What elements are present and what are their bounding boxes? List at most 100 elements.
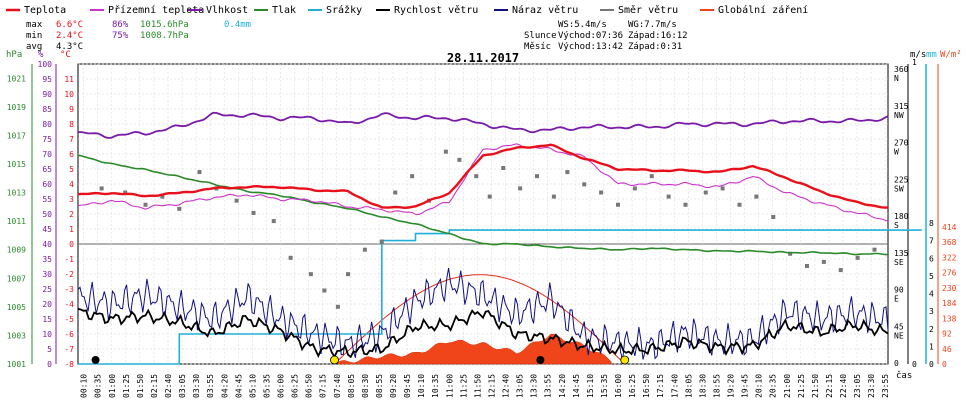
wind-direction-point — [683, 202, 688, 207]
radiation-tick: 138 — [942, 314, 957, 323]
wind-direction-point — [821, 259, 826, 264]
temp-tick: 5 — [69, 165, 74, 174]
x-tick-label: 13:30 — [530, 374, 539, 398]
astro-info-block: WS:5.4m/s WG:7.7m/s Slunce Východ:07:36 … — [524, 20, 688, 52]
wind-direction-point — [838, 268, 843, 273]
humidity-tick: 65 — [42, 165, 52, 174]
humidity-tick: 20 — [42, 300, 52, 309]
ground-temperature-line — [77, 143, 889, 222]
wind-direction-point — [335, 304, 340, 309]
pressure-tick: 1017 — [7, 131, 26, 140]
rain-tick: 6 — [929, 254, 934, 263]
stats-max-temp: 6.6°C — [56, 20, 83, 30]
humidity-tick: 50 — [42, 210, 52, 219]
chart-title: 28.11.2017 — [447, 51, 519, 65]
temp-tick: 9 — [69, 105, 74, 114]
stats-block: max 6.6°C 86% 1015.6hPa 0.4mm min 2.4°C … — [26, 20, 251, 52]
wind-direction-point — [346, 272, 350, 277]
rain-tick: 1 — [929, 342, 934, 351]
wind-direction-point — [160, 194, 165, 199]
wind-direction-point — [234, 198, 239, 203]
x-tick-label: 07:15 — [319, 374, 328, 398]
humidity-tick: 40 — [42, 240, 52, 249]
x-tick-label: 01:00 — [108, 374, 117, 398]
x-tick-label: 22:15 — [825, 374, 834, 398]
x-tick-label: 09:45 — [403, 374, 412, 398]
legend-label-rychlost-vetru: Rychlost větru — [394, 4, 478, 16]
temp-tick: -7 — [64, 345, 74, 354]
temp-tick: -1 — [64, 255, 74, 264]
wind-direction-point — [271, 219, 276, 224]
x-tick-label: 11:00 — [445, 374, 454, 398]
radiation-tick: 276 — [942, 269, 957, 278]
pressure-tick: 1013 — [7, 189, 26, 198]
pressure-tick: 1009 — [7, 246, 26, 255]
legend-label-vlhkost: Vlhkost — [206, 5, 248, 16]
humidity-tick: 85 — [42, 105, 52, 114]
x-tick-label: 22:40 — [839, 374, 848, 398]
rain-tick: 2 — [929, 325, 934, 334]
x-tick-label: 21:50 — [811, 374, 820, 398]
direction-tick: 315 — [894, 102, 909, 111]
info-moon-set: Západ:0:31 — [628, 42, 682, 52]
x-tick-label: 14:45 — [572, 374, 581, 398]
stats-avg-temp: 4.3°C — [56, 42, 83, 52]
humidity-tick: 0 — [47, 360, 52, 369]
humidity-tick: 15 — [42, 315, 52, 324]
pressure-tick: 1003 — [7, 331, 26, 340]
radiation-tick: 368 — [942, 238, 957, 247]
x-tick-label: 03:05 — [178, 374, 187, 398]
humidity-tick: 5 — [47, 345, 52, 354]
sun-marker-icon — [330, 355, 339, 365]
x-tick-label: 12:40 — [502, 374, 511, 398]
rain-line — [78, 229, 922, 365]
x-tick-label: 04:45 — [234, 374, 243, 398]
wind-direction-point — [251, 210, 256, 215]
radiation-area — [337, 333, 612, 365]
temp-tick: 3 — [69, 195, 74, 204]
rain-tick: 3 — [929, 307, 934, 316]
wind-direction-point — [143, 202, 148, 207]
unit-c: °C — [60, 50, 71, 60]
info-wg: WG:7.7m/s — [628, 20, 677, 30]
markers-layer — [91, 355, 630, 365]
temp-tick: -6 — [64, 330, 74, 339]
humidity-tick: 80 — [42, 120, 52, 129]
unit-wm2: W/m² — [940, 50, 962, 60]
unit-time: čas — [896, 370, 912, 381]
wind-direction-point — [551, 194, 556, 199]
direction-tick: 135 — [894, 249, 909, 258]
x-tick-label: 18:05 — [684, 374, 693, 398]
temp-tick: 8 — [69, 120, 74, 129]
x-tick-label: 02:15 — [150, 374, 159, 398]
x-tick-label: 10:35 — [431, 374, 440, 398]
x-tick-label: 17:15 — [656, 374, 665, 398]
x-tick-label: 19:20 — [727, 374, 736, 398]
pressure-tick: 1007 — [7, 274, 26, 283]
x-tick-label: 19:45 — [741, 374, 750, 398]
humidity-tick: 75 — [42, 135, 52, 144]
x-tick-label: 18:55 — [712, 374, 721, 398]
x-tick-label: 00:10 — [80, 374, 89, 398]
info-sun-label: Slunce — [524, 31, 557, 41]
wind-direction-point — [872, 247, 877, 252]
legend: Teplota Přízemní teplota Vlhkost Tlak Sr… — [6, 4, 808, 16]
x-tick-label: 14:20 — [558, 374, 567, 398]
x-tick-label: 11:25 — [459, 374, 468, 398]
x-tick-label: 08:05 — [347, 374, 356, 398]
stats-min-temp: 2.4°C — [56, 31, 83, 41]
x-tick-label: 15:35 — [600, 374, 609, 398]
temperature-line — [77, 143, 888, 210]
x-tick-label: 09:20 — [389, 374, 398, 398]
wind-direction-point — [457, 157, 462, 162]
temp-tick: 10 — [64, 90, 74, 99]
humidity-tick: 10 — [42, 330, 52, 339]
pressure-tick: 1019 — [7, 103, 26, 112]
rain-tick: 7 — [929, 237, 934, 246]
pressure-tick: 1015 — [7, 160, 26, 169]
pressure-tick: 1005 — [7, 303, 26, 312]
x-tick-label: 06:50 — [305, 374, 314, 398]
radiation-tick: 230 — [942, 284, 957, 293]
